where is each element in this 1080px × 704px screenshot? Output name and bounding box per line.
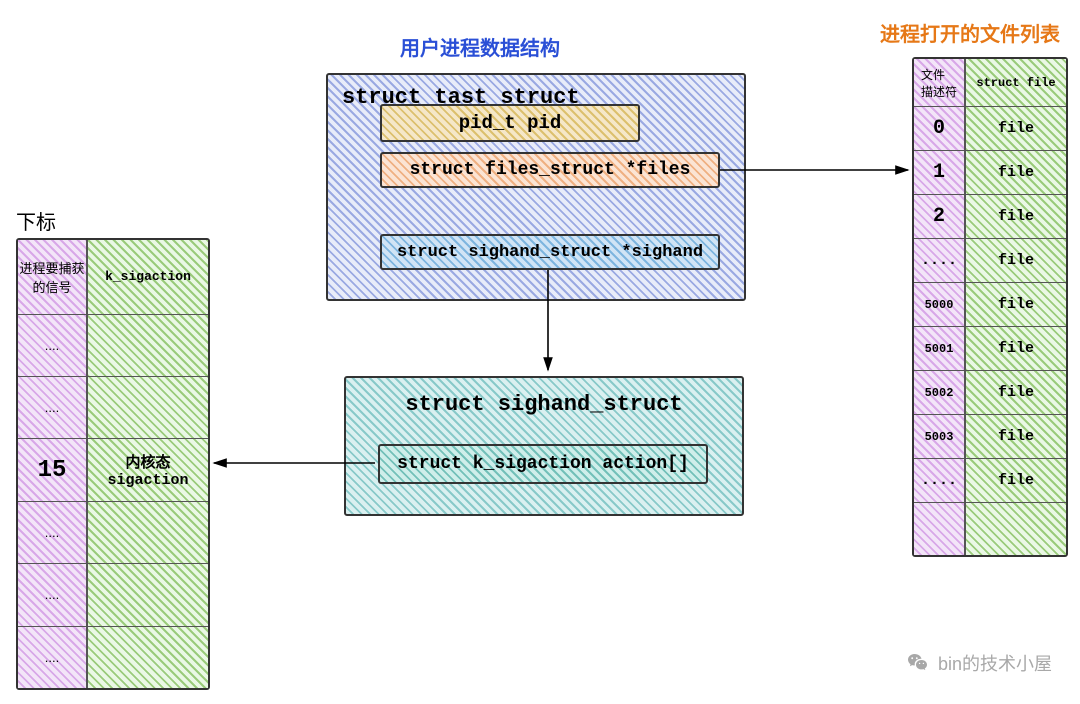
table-cell: struct file bbox=[966, 59, 1066, 107]
arrow-files-to-table bbox=[720, 150, 920, 190]
label-open-files-list: 进程打开的文件列表 bbox=[880, 18, 1060, 47]
table-cell: file bbox=[966, 459, 1066, 503]
table-cell bbox=[88, 564, 208, 626]
table-cell: 5001 bbox=[914, 327, 964, 371]
table-cell: 5000 bbox=[914, 283, 964, 327]
watermark: bin的技术小屋 bbox=[906, 650, 1052, 676]
table-cell: 5002 bbox=[914, 371, 964, 415]
table-cell: 内核态sigaction bbox=[88, 439, 208, 501]
field-pid: pid_t pid bbox=[380, 104, 640, 142]
file-table: 文件描述符012....5000500150025003.... struct … bbox=[912, 57, 1068, 557]
table-cell: k_sigaction bbox=[88, 240, 208, 315]
sighand-struct-title: struct sighand_struct bbox=[360, 392, 728, 417]
table-cell: .... bbox=[18, 502, 86, 564]
table-cell: file bbox=[966, 239, 1066, 283]
label-user-process-struct: 用户进程数据结构 bbox=[400, 32, 560, 61]
watermark-text: bin的技术小屋 bbox=[938, 650, 1052, 676]
table-cell bbox=[88, 627, 208, 688]
label-index: 下标 bbox=[16, 206, 56, 235]
table-cell: .... bbox=[18, 564, 86, 626]
table-cell bbox=[88, 315, 208, 377]
signal-table-index-col: 进程要捕获的信号........15............ bbox=[18, 240, 88, 688]
table-cell: file bbox=[966, 415, 1066, 459]
file-table-file-col: struct filefilefilefilefilefilefilefilef… bbox=[966, 59, 1066, 555]
table-cell: .... bbox=[914, 459, 964, 503]
field-sighand: struct sighand_struct *sighand bbox=[380, 234, 720, 270]
table-cell: 2 bbox=[914, 195, 964, 239]
table-cell: .... bbox=[18, 377, 86, 439]
table-cell: 0 bbox=[914, 107, 964, 151]
table-cell: file bbox=[966, 283, 1066, 327]
table-cell: file bbox=[966, 371, 1066, 415]
table-cell: .... bbox=[18, 315, 86, 377]
table-cell: 5003 bbox=[914, 415, 964, 459]
table-cell bbox=[88, 377, 208, 439]
table-cell: file bbox=[966, 151, 1066, 195]
signal-table: 进程要捕获的信号........15............ k_sigacti… bbox=[16, 238, 210, 690]
table-cell: file bbox=[966, 107, 1066, 151]
table-cell: file bbox=[966, 327, 1066, 371]
table-cell: .... bbox=[914, 239, 964, 283]
table-cell: 1 bbox=[914, 151, 964, 195]
field-files: struct files_struct *files bbox=[380, 152, 720, 188]
table-cell: 进程要捕获的信号 bbox=[18, 240, 86, 315]
table-cell bbox=[88, 502, 208, 564]
table-cell: .... bbox=[18, 627, 86, 688]
table-cell: file bbox=[966, 195, 1066, 239]
wechat-icon bbox=[906, 651, 930, 675]
field-action: struct k_sigaction action[] bbox=[378, 444, 708, 484]
file-table-fd-col: 文件描述符012....5000500150025003.... bbox=[914, 59, 966, 555]
table-cell: 15 bbox=[18, 439, 86, 501]
table-cell: 文件描述符 bbox=[914, 59, 964, 107]
signal-table-value-col: k_sigaction 内核态sigaction bbox=[88, 240, 208, 688]
